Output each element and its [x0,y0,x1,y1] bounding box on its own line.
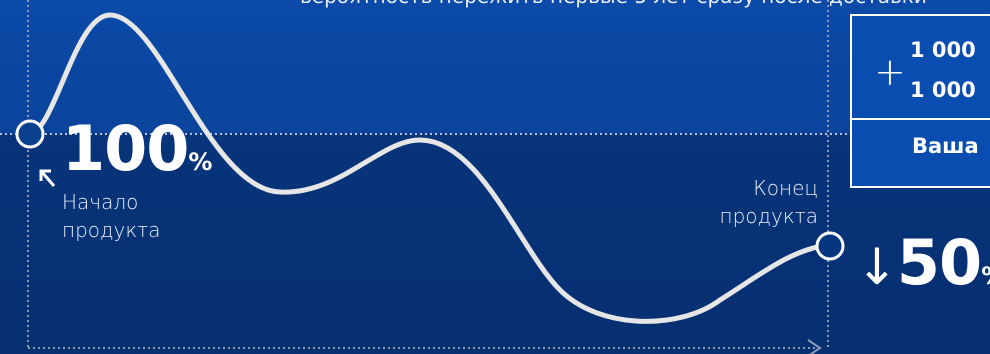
end-label: Конец продукта [688,174,819,230]
start-percent: 100% [62,118,212,180]
start-label-line2: продукта [62,218,161,242]
start-pointer-icon [39,169,56,187]
end-label-line1: Конец [753,176,818,200]
start-percent-value: 100 [62,112,189,185]
panel-footer: Ваша [912,134,979,158]
panel-amount-1: 1 000 [910,38,976,62]
panel-divider [852,118,990,120]
start-label-line1: Начало [62,190,139,214]
start-percent-sign: % [188,148,213,176]
end-percent-sign: % [981,262,990,290]
end-point-circle [815,231,845,261]
end-percent-value: 50 [896,226,982,299]
curve-path [27,12,831,324]
panel-amount-2: 1 000 [910,78,976,102]
start-point-circle [15,119,45,149]
top-caption: вероятность пережить первые 5 лет сразу … [300,0,927,8]
start-label: Начало продукта [62,188,161,244]
plus-icon: + [874,50,906,94]
end-percent-arrow: ↓ [856,238,898,296]
end-label-line2: продукта [719,204,819,228]
cost-panel: + 1 000 1 000 Ваша [850,14,990,188]
end-percent: ↓50% [856,232,990,294]
